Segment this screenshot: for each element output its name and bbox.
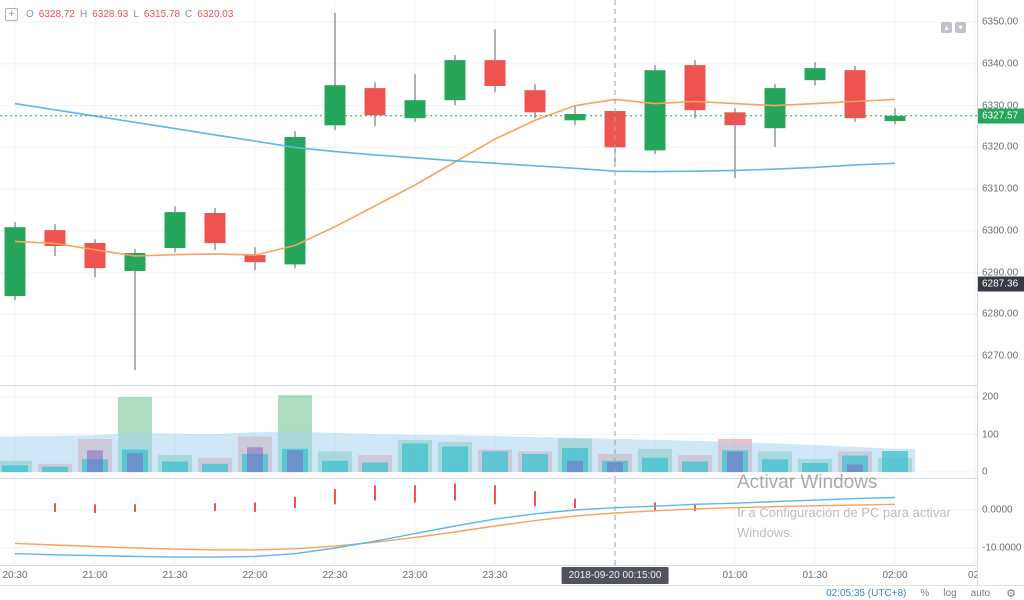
time-tick-label: 02: <box>968 570 977 581</box>
bottom-toolbar: 02:05:35 (UTC+8) % log auto ⚙ <box>0 585 1024 600</box>
grid <box>0 0 977 385</box>
legend-low-value: 6315.78 <box>143 9 181 20</box>
oscillator-lines <box>14 496 896 558</box>
ohlc-legend: + O 6328.72 H 6328.93 L 6315.78 C 6320.0… <box>5 8 233 21</box>
time-tick-label: 21:30 <box>162 570 188 581</box>
moving-averages <box>14 98 896 257</box>
time-tick-label: 01:00 <box>722 570 748 581</box>
price-tick-label: 6340.00 <box>982 58 1019 70</box>
grid <box>0 479 977 565</box>
legend-close-value: 6320.03 <box>197 9 234 20</box>
oscillator-pane[interactable] <box>0 478 977 565</box>
settings-gear-icon[interactable]: ⚙ <box>1006 587 1016 600</box>
crosshair-time-label: 2018-09-20 00:15:00 <box>561 567 669 584</box>
time-tick-label: 01:30 <box>802 570 828 581</box>
auto-scale-button[interactable]: auto <box>970 587 991 599</box>
time-tick-label: 02:00 <box>882 570 908 581</box>
time-tick-label: 20:30 <box>2 570 28 581</box>
session-clock: 02:05:35 (UTC+8) <box>826 587 907 599</box>
percent-scale-button[interactable]: % <box>920 587 930 599</box>
log-scale-button[interactable]: log <box>943 587 957 599</box>
main-chart-svg <box>0 0 977 385</box>
price-tick-label: 0.0000 <box>982 504 1013 516</box>
time-tick-label: 22:30 <box>322 570 348 581</box>
legend-open-label: O <box>26 9 34 20</box>
volume-bars <box>0 395 915 473</box>
price-tick-label: 6300.00 <box>982 225 1019 237</box>
time-tick-label: 21:00 <box>82 570 108 581</box>
price-tick-label: -10.0000 <box>982 542 1022 554</box>
main-price-pane[interactable] <box>0 0 977 385</box>
price-tick-label: 6350.00 <box>982 16 1019 28</box>
pane-up-icon[interactable]: ▴ <box>941 22 952 33</box>
price-tick-label: 200 <box>982 391 999 403</box>
legend-open-value: 6328.72 <box>38 9 75 20</box>
legend-low-label: L <box>133 9 139 20</box>
legend-close-label: C <box>185 9 193 20</box>
oscillator-chart-svg <box>0 479 977 565</box>
price-tick-label: 6280.00 <box>982 308 1019 320</box>
secondary-price-label: 6287.36 <box>978 276 1024 292</box>
price-tick-label: 100 <box>982 429 999 440</box>
legend-high-value: 6328.93 <box>92 9 129 20</box>
volume-chart-svg <box>0 386 977 478</box>
candles <box>4 12 906 370</box>
price-tick-label: 6320.00 <box>982 141 1019 153</box>
time-axis[interactable]: 2018-09-20 00:15:00 20:30 21:00 21:30 22:00… <box>0 565 977 585</box>
price-tick-label: 0 <box>982 466 988 478</box>
legend-high-label: H <box>79 9 88 20</box>
price-tick-label: 6270.00 <box>982 350 1019 362</box>
price-tick-label: 6310.00 <box>982 183 1019 195</box>
price-tick-label: 6330.00 <box>982 100 1019 112</box>
time-tick-label: 23:00 <box>402 570 428 581</box>
chart-area[interactable]: 2018-09-20 00:15:00 20:30 21:00 21:30 22:00… <box>0 0 977 585</box>
pane-down-icon[interactable]: ▾ <box>955 22 966 33</box>
last-price-label: 6327.57 <box>978 108 1024 124</box>
pane-controls: ▴ ▾ <box>941 22 966 33</box>
price-tick-label: 6290.00 <box>982 267 1019 279</box>
time-tick-label: 23:30 <box>482 570 508 581</box>
time-tick-label: 22:00 <box>242 570 268 581</box>
add-icon[interactable]: + <box>5 8 18 21</box>
volume-pane[interactable] <box>0 385 977 478</box>
price-axis[interactable]: 6327.57 6287.36 6350.00 6340.00 6330.00 632… <box>977 0 1024 585</box>
